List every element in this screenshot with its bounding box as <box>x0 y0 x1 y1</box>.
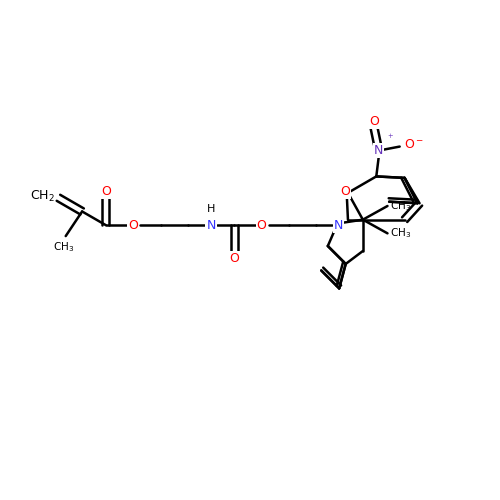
Text: N: N <box>374 144 384 157</box>
Text: H: H <box>207 204 216 214</box>
Text: O: O <box>128 218 138 232</box>
Text: O: O <box>369 115 378 128</box>
Text: CH$_3$: CH$_3$ <box>390 199 411 213</box>
Text: CH$_3$: CH$_3$ <box>52 240 74 254</box>
Text: O: O <box>340 186 350 198</box>
Text: O$^-$: O$^-$ <box>404 138 423 151</box>
Text: N: N <box>334 218 343 232</box>
Text: O: O <box>101 186 110 198</box>
Text: $^+$: $^+$ <box>386 134 394 143</box>
Text: CH$_3$: CH$_3$ <box>390 226 411 240</box>
Text: N: N <box>206 218 216 232</box>
Text: O: O <box>230 252 239 266</box>
Text: O: O <box>256 218 266 232</box>
Text: CH$_2$: CH$_2$ <box>30 188 54 204</box>
